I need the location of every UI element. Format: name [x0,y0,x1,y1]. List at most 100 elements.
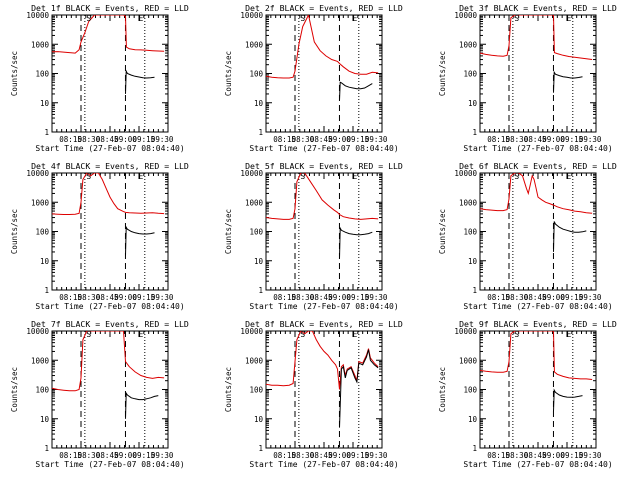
series-events [339,81,373,101]
panel-9: Det 9f BLACK = Events, RED = LLD 1 10 100 10… [438,319,617,469]
ytick-label: 100 [35,386,49,395]
series-lld [52,173,165,215]
xtick-label: 08:30 [78,293,101,302]
ytick-label: 1000 [459,198,478,207]
ytick-label: 1000 [31,198,50,207]
xtick-label: 09:00 [114,293,137,302]
start-marker: S [300,172,305,181]
xtick-label: 08:45 [524,135,547,144]
xtick-label: 08:45 [96,451,119,460]
y-axis-label: Counts/sec [438,51,447,96]
ytick-label: 100 [35,228,49,237]
end-marker: E [353,330,358,339]
xtick-label: 09:00 [542,135,565,144]
ytick-label: 1 [258,286,263,295]
x-axis-label: Start Time (27-Feb-07 08:04:40) [463,302,612,311]
x-axis-label: Start Time (27-Feb-07 08:04:40) [249,460,398,469]
ytick-label: 10000 [240,327,263,336]
x-axis-label: Start Time (27-Feb-07 08:04:40) [249,144,398,153]
xtick-label: 09:00 [114,451,137,460]
panel-title: Det 6f BLACK = Events, RED = LLD [459,161,617,171]
ytick-label: 10 [468,415,478,424]
ytick-label: 10 [40,257,50,266]
xtick-label: 09:15 [347,451,370,460]
ytick-label: 100 [463,386,477,395]
xtick-label: 08:30 [292,293,315,302]
series-lld [266,15,379,79]
ytick-label: 10000 [26,169,49,178]
xtick-label: 08:15 [487,293,510,302]
series-lld [480,173,593,214]
series-lld [480,331,593,380]
ytick-label: 1000 [245,40,264,49]
start-marker: S [86,330,91,339]
start-marker: S [300,14,305,23]
ytick-label: 10000 [26,11,49,20]
ytick-label: 10 [254,99,264,108]
xtick-label: 08:30 [78,451,101,460]
ytick-label: 10000 [240,11,263,20]
ytick-label: 1000 [245,198,264,207]
ytick-label: 100 [35,70,49,79]
series-events [553,388,583,412]
xtick-label: 08:30 [506,135,529,144]
xtick-label: 08:15 [487,135,510,144]
xtick-label: 08:30 [292,451,315,460]
end-marker: E [353,172,358,181]
end-marker: E [567,14,572,23]
series-events [125,69,155,94]
xtick-label: 09:30 [579,451,602,460]
ytick-label: 1000 [31,40,50,49]
series-events [553,221,587,252]
y-axis-label: Counts/sec [224,209,233,254]
panel-8: Det 8f BLACK = Events, RED = LLD 1 10 100 10… [224,319,403,469]
xtick-label: 09:00 [328,451,351,460]
plot-frame [479,330,597,449]
ytick-label: 100 [249,386,263,395]
panel-3: Det 3f BLACK = Events, RED = LLD 1 10 100 10… [438,3,617,153]
ytick-label: 100 [463,70,477,79]
end-marker: E [567,330,572,339]
xtick-label: 09:00 [328,135,351,144]
xtick-label: 08:15 [273,135,296,144]
ytick-label: 10 [254,415,264,424]
ytick-label: 10 [40,415,50,424]
series-lld [52,331,165,392]
start-marker: S [514,14,519,23]
plot-frame [479,14,597,133]
ytick-label: 1000 [245,356,264,365]
panel-title: Det 5f BLACK = Events, RED = LLD [245,161,403,171]
ytick-label: 10000 [454,11,477,20]
panel-5: Det 5f BLACK = Events, RED = LLD 1 10 100 10… [224,161,403,311]
xtick-label: 09:30 [151,135,174,144]
xtick-label: 08:30 [506,451,529,460]
xtick-label: 09:30 [365,135,388,144]
plot-frame [265,330,383,449]
series-events [125,391,159,419]
xtick-label: 08:45 [524,451,547,460]
series-events [339,349,379,428]
xtick-label: 09:30 [365,293,388,302]
xtick-label: 09:00 [328,293,351,302]
ytick-label: 100 [463,228,477,237]
start-marker: S [514,172,519,181]
panel-7: Det 7f BLACK = Events, RED = LLD 1 10 100 10… [10,319,189,469]
ytick-label: 10000 [240,169,263,178]
xtick-label: 08:45 [96,135,119,144]
x-axis-label: Start Time (27-Feb-07 08:04:40) [463,144,612,153]
xtick-label: 09:15 [561,451,584,460]
xtick-label: 09:00 [114,135,137,144]
panel-2: Det 2f BLACK = Events, RED = LLD 1 10 100 10… [224,3,403,153]
y-axis-label: Counts/sec [10,51,19,96]
x-axis-label: Start Time (27-Feb-07 08:04:40) [249,302,398,311]
ytick-label: 10 [254,257,264,266]
y-axis-label: Counts/sec [10,209,19,254]
plot-frame [265,14,383,133]
ytick-label: 1 [258,444,263,453]
ytick-label: 1000 [459,356,478,365]
ytick-label: 1000 [31,356,50,365]
y-axis-label: Counts/sec [224,367,233,412]
ytick-label: 100 [249,70,263,79]
y-axis-label: Counts/sec [224,51,233,96]
ytick-label: 1 [44,128,49,137]
